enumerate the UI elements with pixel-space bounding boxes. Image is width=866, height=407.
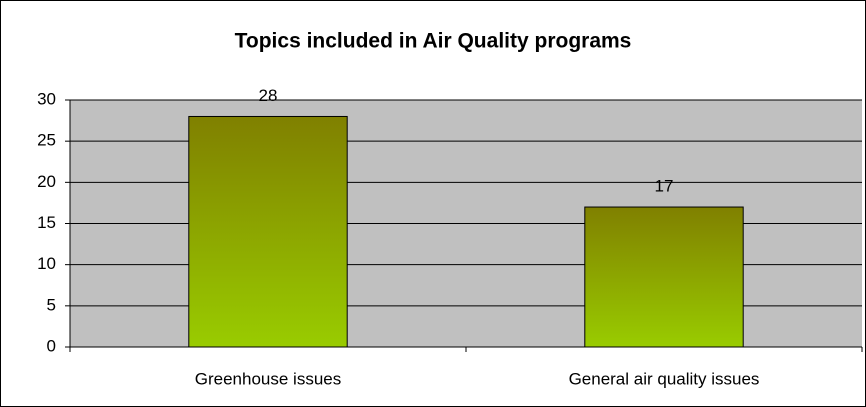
data-label: 28 [259,86,278,105]
data-label: 17 [655,177,674,196]
bar [584,206,744,348]
y-tick-label: 30 [37,89,56,108]
y-tick-label: 10 [37,254,56,273]
bar [188,115,348,348]
y-tick-label: 25 [37,131,56,150]
y-tick-label: 20 [37,172,56,191]
x-tick-label: General air quality issues [569,369,760,388]
y-tick-label: 5 [47,295,56,314]
y-tick-label: 0 [47,336,56,355]
x-tick-label: Greenhouse issues [195,369,341,388]
y-tick-label: 15 [37,213,56,232]
chart-title: Topics included in Air Quality programs [235,30,632,53]
